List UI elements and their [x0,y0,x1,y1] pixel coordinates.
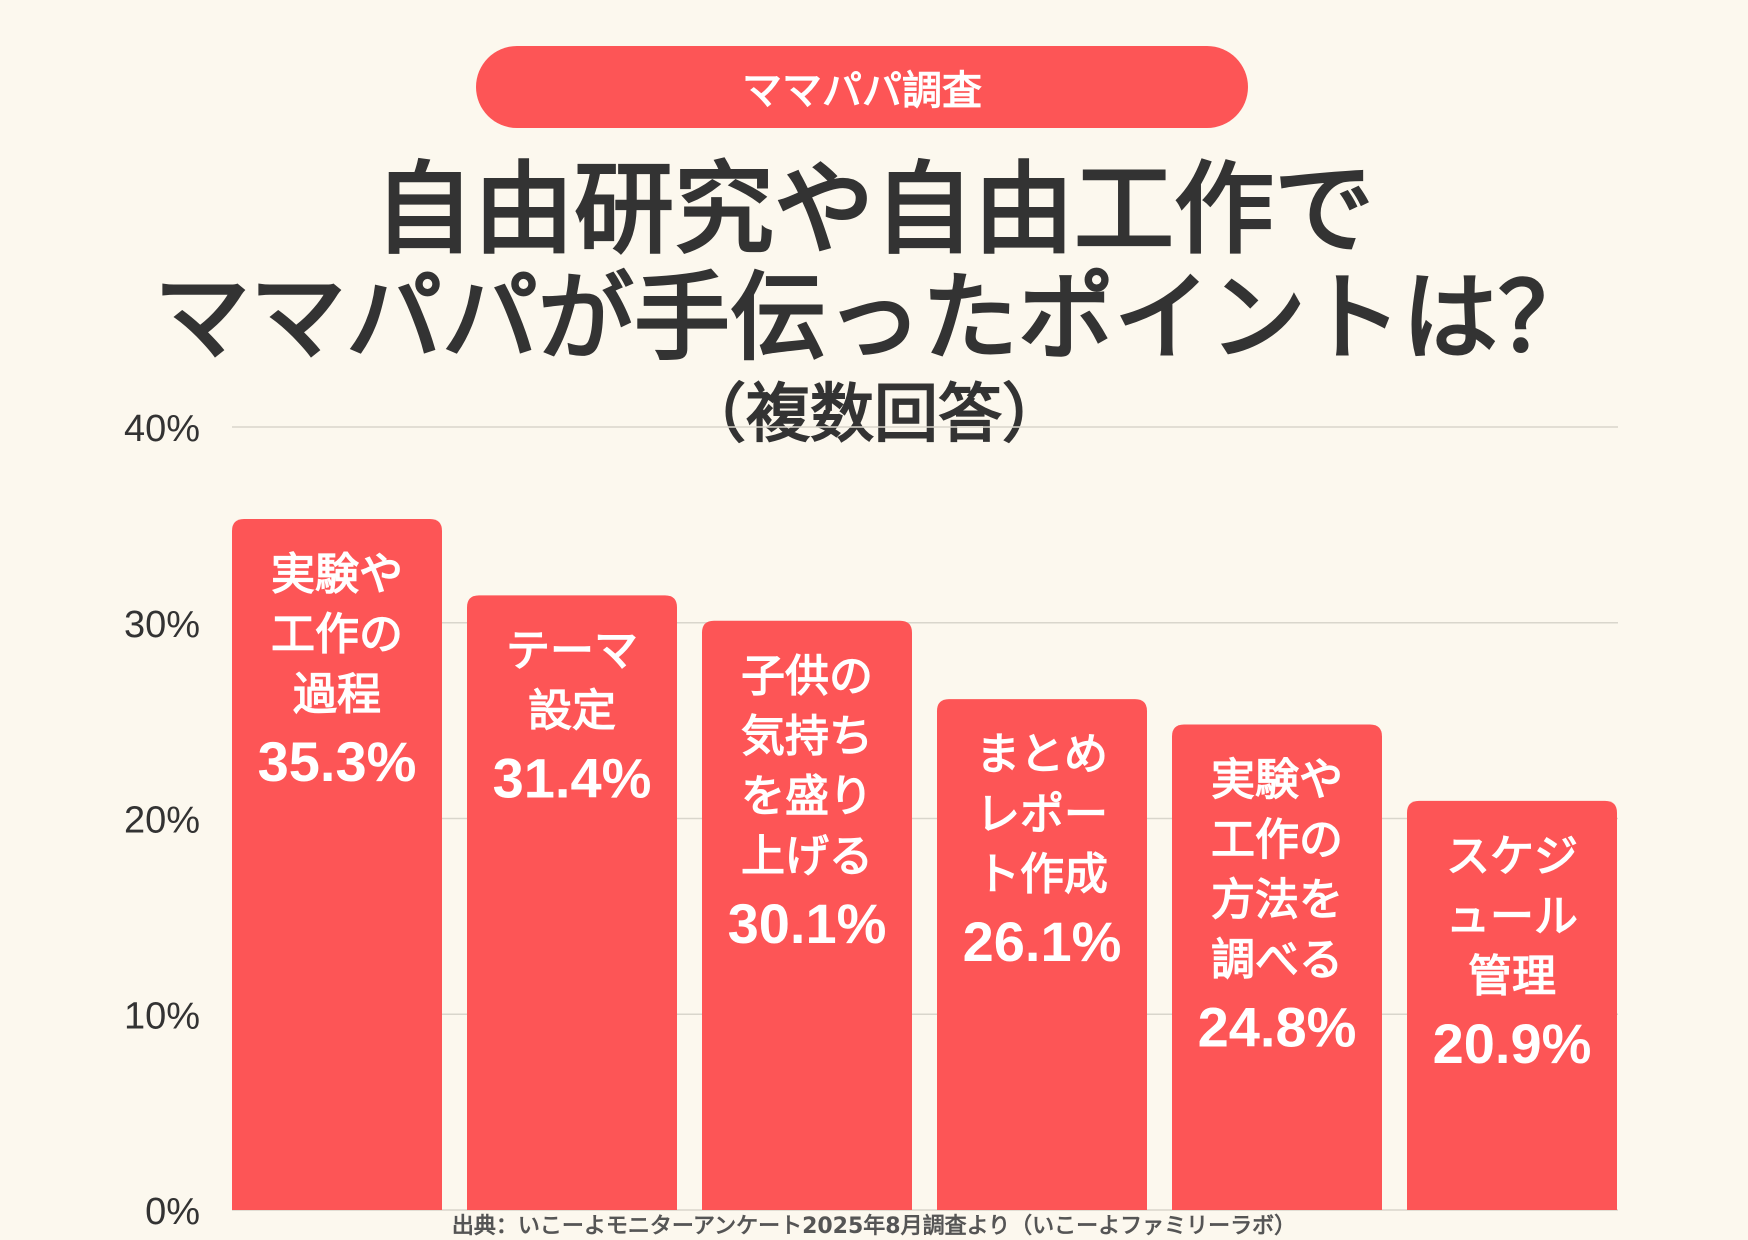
bar-category-label: 工作の [271,609,403,660]
y-tick-label: 30% [124,604,200,646]
bar-category-label: まとめ [976,729,1108,780]
bar-value-label: 24.8% [1198,996,1357,1059]
source-note: 出典：いこーよモニターアンケート2025年8月調査より（いこーよファミリーラボ） [451,1214,1297,1239]
bar-category-label: を盛り [741,771,873,822]
bar-category-label: テーマ [506,625,638,676]
bar-category-label: 実験や [1211,755,1343,806]
bar-category-label: 管理 [1468,951,1556,1002]
y-tick-label: 10% [124,995,200,1037]
bar-value-label: 20.9% [1433,1012,1592,1075]
bar-category-label: ュール [1446,891,1578,942]
y-tick-label: 40% [124,408,200,450]
bar-category-label: 子供の [741,651,873,702]
title-line-3: （複数回答） [682,378,1066,452]
y-axis: 0% 10% 20% 30% 40% [124,408,200,1233]
bar-category-label: レポー [976,789,1108,840]
bars: 実験や工作の過程35.3%テーマ設定31.4%子供の気持ちを盛り上げる30.1%… [232,519,1617,1210]
bar-value-label: 31.4% [493,746,652,809]
bar-category-label: 実験や [271,549,403,600]
bar-category-label: 気持ち [741,711,873,762]
bar-value-label: 30.1% [728,892,887,955]
title-line-1: 自由研究や自由工作で [374,151,1374,268]
bar-category-label: 調べる [1211,935,1343,986]
bar-category-label: 工作の [1211,815,1343,866]
bar [702,620,912,1210]
bar-category-label: 方法を [1211,875,1343,926]
y-tick-label: 0% [145,1191,200,1233]
bar-category-label: ト作成 [976,849,1108,900]
bar-value-label: 26.1% [963,910,1122,973]
y-tick-label: 20% [124,800,200,842]
bar [232,519,442,1210]
grid-lines [232,426,1618,1211]
bar-category-label: スケジ [1446,831,1578,882]
bar [937,699,1147,1210]
title-line-2: ママパパが手伝ったポイントは？ [154,262,1594,374]
bar [1172,724,1382,1210]
bar-category-label: 上げる [741,831,873,882]
survey-badge: ママパパ調査 [476,46,1248,128]
bar [467,595,677,1210]
bar-value-label: 35.3% [258,730,417,793]
bar-category-label: 設定 [528,685,616,736]
bar-category-label: 過程 [293,669,381,720]
bar [1407,800,1617,1210]
